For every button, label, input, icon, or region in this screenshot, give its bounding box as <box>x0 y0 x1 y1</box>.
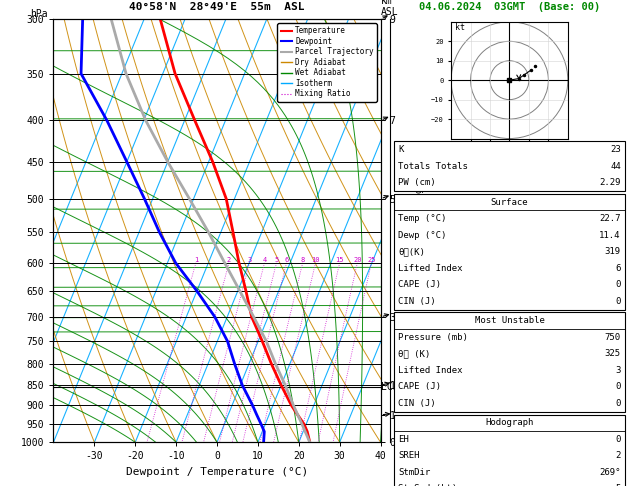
Text: 0: 0 <box>615 382 621 391</box>
Text: 15: 15 <box>335 257 344 263</box>
Text: 269°: 269° <box>599 468 621 477</box>
Text: 325: 325 <box>604 349 621 358</box>
Text: Temp (°C): Temp (°C) <box>398 214 447 223</box>
Text: 6: 6 <box>284 257 289 263</box>
Text: 8: 8 <box>301 257 305 263</box>
Text: StmDir: StmDir <box>398 468 430 477</box>
Text: 319: 319 <box>604 247 621 256</box>
Text: CAPE (J): CAPE (J) <box>398 280 441 289</box>
Text: km
ASL: km ASL <box>381 0 398 17</box>
Text: 0: 0 <box>615 280 621 289</box>
Text: 5: 5 <box>615 485 621 486</box>
Text: 3: 3 <box>615 366 621 375</box>
Text: Mixing Ratio (g/kg): Mixing Ratio (g/kg) <box>415 183 425 278</box>
Text: © weatheronline.co.uk: © weatheronline.co.uk <box>457 471 562 480</box>
Text: Surface: Surface <box>491 198 528 207</box>
Text: Totals Totals: Totals Totals <box>398 162 468 171</box>
Text: 3: 3 <box>247 257 252 263</box>
Text: 750: 750 <box>604 333 621 342</box>
Text: 20: 20 <box>353 257 362 263</box>
Text: 10: 10 <box>311 257 320 263</box>
Text: 2.29: 2.29 <box>599 178 621 187</box>
Text: 23: 23 <box>610 145 621 154</box>
X-axis label: Dewpoint / Temperature (°C): Dewpoint / Temperature (°C) <box>126 467 308 477</box>
Text: 1: 1 <box>194 257 198 263</box>
Text: 0: 0 <box>615 399 621 408</box>
Text: PW (cm): PW (cm) <box>398 178 436 187</box>
Text: Lifted Index: Lifted Index <box>398 264 463 273</box>
Legend: Temperature, Dewpoint, Parcel Trajectory, Dry Adiabat, Wet Adiabat, Isotherm, Mi: Temperature, Dewpoint, Parcel Trajectory… <box>277 23 377 102</box>
Text: 40°58'N  28°49'E  55m  ASL: 40°58'N 28°49'E 55m ASL <box>129 2 305 12</box>
Text: EH: EH <box>398 435 409 444</box>
Text: Pressure (mb): Pressure (mb) <box>398 333 468 342</box>
Text: 4: 4 <box>262 257 267 263</box>
Text: Lifted Index: Lifted Index <box>398 366 463 375</box>
Text: 11.4: 11.4 <box>599 231 621 240</box>
Text: θᴇ (K): θᴇ (K) <box>398 349 430 358</box>
Text: CIN (J): CIN (J) <box>398 399 436 408</box>
Text: 0: 0 <box>615 435 621 444</box>
Text: Dewp (°C): Dewp (°C) <box>398 231 447 240</box>
Text: 44: 44 <box>610 162 621 171</box>
Text: kt: kt <box>455 23 465 32</box>
Text: hPa: hPa <box>31 9 48 19</box>
Text: Most Unstable: Most Unstable <box>474 316 545 325</box>
Text: 04.06.2024  03GMT  (Base: 00): 04.06.2024 03GMT (Base: 00) <box>419 2 600 12</box>
Text: StmSpd (kt): StmSpd (kt) <box>398 485 457 486</box>
Text: 5: 5 <box>274 257 279 263</box>
Text: Hodograph: Hodograph <box>486 418 533 427</box>
Text: 22.7: 22.7 <box>599 214 621 223</box>
Text: CAPE (J): CAPE (J) <box>398 382 441 391</box>
Text: 2: 2 <box>615 451 621 460</box>
Text: SREH: SREH <box>398 451 420 460</box>
Text: K: K <box>398 145 404 154</box>
Text: 6: 6 <box>615 264 621 273</box>
Text: 25: 25 <box>367 257 376 263</box>
Text: LCL: LCL <box>381 382 399 392</box>
Text: CIN (J): CIN (J) <box>398 297 436 306</box>
Text: θᴇ(K): θᴇ(K) <box>398 247 425 256</box>
Text: 2: 2 <box>227 257 231 263</box>
Text: 0: 0 <box>615 297 621 306</box>
